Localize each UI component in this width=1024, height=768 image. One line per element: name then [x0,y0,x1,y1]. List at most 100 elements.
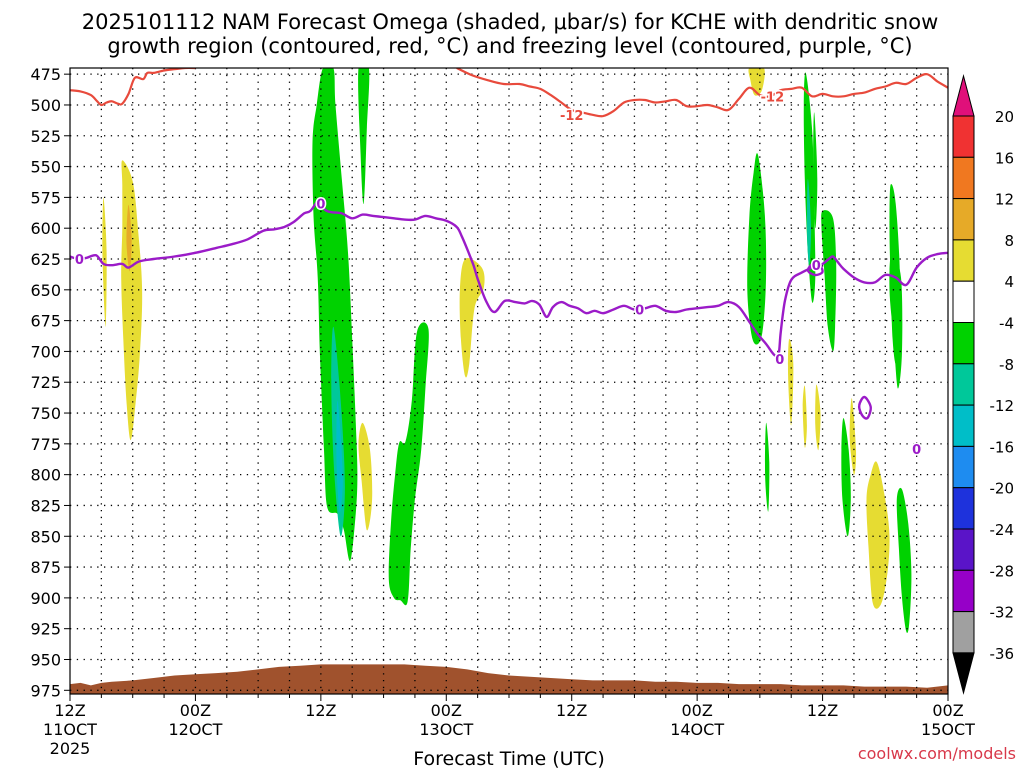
contour-labels: -12 -12 0 0 0 0 0 0 [73,89,922,459]
omega-region-3 [312,68,358,561]
omega-region-7 [358,422,373,531]
omega-region-1 [126,204,132,272]
y-tick-label-725: 725 [30,373,61,392]
y-tick-label-925: 925 [30,620,61,639]
y-tick-label-500: 500 [30,96,61,115]
colorbar-tick-13: -36 [990,645,1015,663]
omega-region-11 [747,153,767,345]
colorbar-bin-6 [952,322,975,365]
x-tick-label-84-1: 15OCT [921,720,975,739]
omega-region-25 [896,487,912,633]
colorbar-bin-13 [952,611,975,654]
snow-growth-label-1: -12 [761,90,785,105]
snow-growth-contour-1 [456,68,948,118]
snow-growth-label-0: -12 [560,109,584,124]
freezing-level-label-3: 0 [812,259,821,274]
x-tick-label-0-0: 12Z [54,701,85,720]
x-tick-label-0-2: 2025 [50,739,91,758]
colorbar-bin-8 [952,404,975,447]
y-tick-label-875: 875 [30,558,61,577]
x-axis-label: Forecast Time (UTC) [413,748,604,768]
x-tick-label-24-0: 12Z [305,701,336,720]
y-tick-label-950: 950 [30,650,61,669]
x-tick-label-0-1: 11OCT [43,720,97,739]
y-tick-label-600: 600 [30,219,61,238]
x-tick-label-36-1: 13OCT [419,720,473,739]
colorbar-tick-0: 20 [995,108,1014,126]
freezing-level-label-4: 0 [912,443,921,458]
omega-shading [102,68,912,633]
omega-region-2 [102,197,107,327]
credit-text: coolwx.com/models [858,744,1016,763]
y-tick-label-750: 750 [30,404,61,423]
omega-region-17 [889,252,903,389]
omega-region-0 [121,160,143,441]
y-tick-label-525: 525 [30,127,61,146]
colorbar-bin-0 [952,74,975,117]
y-tick-label-800: 800 [30,466,61,485]
omega-region-14 [813,112,818,229]
omega-region-18 [841,418,851,537]
ground-terrain [70,664,948,694]
colorbar-tick-6: -8 [999,356,1014,374]
colorbar-tick-4: 4 [1004,273,1014,291]
colorbar-bin-1 [952,115,975,158]
freezing-level-label-2: 0 [635,304,644,319]
freezing-level-contour-1 [806,260,824,277]
colorbar-tick-12: -32 [990,604,1015,622]
x-tick-label-36-0: 00Z [431,701,462,720]
colorbar-tick-7: -12 [990,397,1015,415]
y-tick-label-900: 900 [30,589,61,608]
colorbar-tick-9: -20 [990,480,1015,498]
omega-region-13 [806,178,812,266]
snow-growth-contour-0 [70,68,196,107]
colorbar-tick-10: -24 [990,521,1015,539]
x-tick-label-12-1: 12OCT [168,720,222,739]
y-tick-label-850: 850 [30,527,61,546]
freezing-level-label-5: 0 [775,353,784,368]
omega-region-8 [388,322,429,606]
freezing-level-contour-2 [857,395,872,420]
y-tick-label-625: 625 [30,250,61,269]
colorbar-tick-3: 8 [1004,232,1014,250]
x-tick-label-12-0: 00Z [180,701,211,720]
x-tick-label-84-0: 00Z [932,701,963,720]
chart-title-line-2: growth region (contoured, red, °C) and f… [107,34,912,58]
chart-title-line-1: 2025101112 NAM Forecast Omega (shaded, μ… [82,10,939,34]
colorbar-tick-5: -4 [999,315,1014,333]
freezing-level-label-0: 0 [75,253,84,268]
contours [70,68,948,420]
y-tick-label-775: 775 [30,435,61,454]
y-tick-label-550: 550 [30,158,61,177]
colorbar-bin-14 [952,652,975,695]
colorbar-bin-4 [952,239,975,282]
y-tick-label-975: 975 [30,681,61,700]
colorbar-bin-10 [952,487,975,530]
colorbar: 20 16 12 8 4 -4 -8 -12 -16 -20 -24 -28 -32 -36 [952,74,1015,695]
omega-region-20 [787,338,794,426]
omega-region-6 [358,68,370,204]
y-axis: 475 500 525 550 575 600 625 650 675 700 725 750 775 8… [30,65,70,700]
y-tick-label-475: 475 [30,65,61,84]
omega-region-24 [866,461,890,609]
omega-region-22 [815,384,821,451]
colorbar-bin-5 [952,280,975,324]
y-tick-label-825: 825 [30,496,61,515]
omega-region-23 [849,398,857,475]
y-tick-label-700: 700 [30,342,61,361]
omega-region-21 [802,385,807,448]
colorbar-tick-11: -28 [990,562,1015,580]
colorbar-bin-12 [952,569,975,613]
freezing-level-label-1: 0 [316,198,325,213]
omega-region-9 [459,258,485,378]
omega-region-5 [336,400,343,512]
y-tick-label-675: 675 [30,312,61,331]
colorbar-tick-2: 12 [995,191,1014,209]
omega-region-19 [764,422,770,512]
ground-fill [70,664,948,694]
y-tick-label-650: 650 [30,281,61,300]
x-tick-label-60-0: 00Z [681,701,712,720]
colorbar-bin-3 [952,198,975,241]
